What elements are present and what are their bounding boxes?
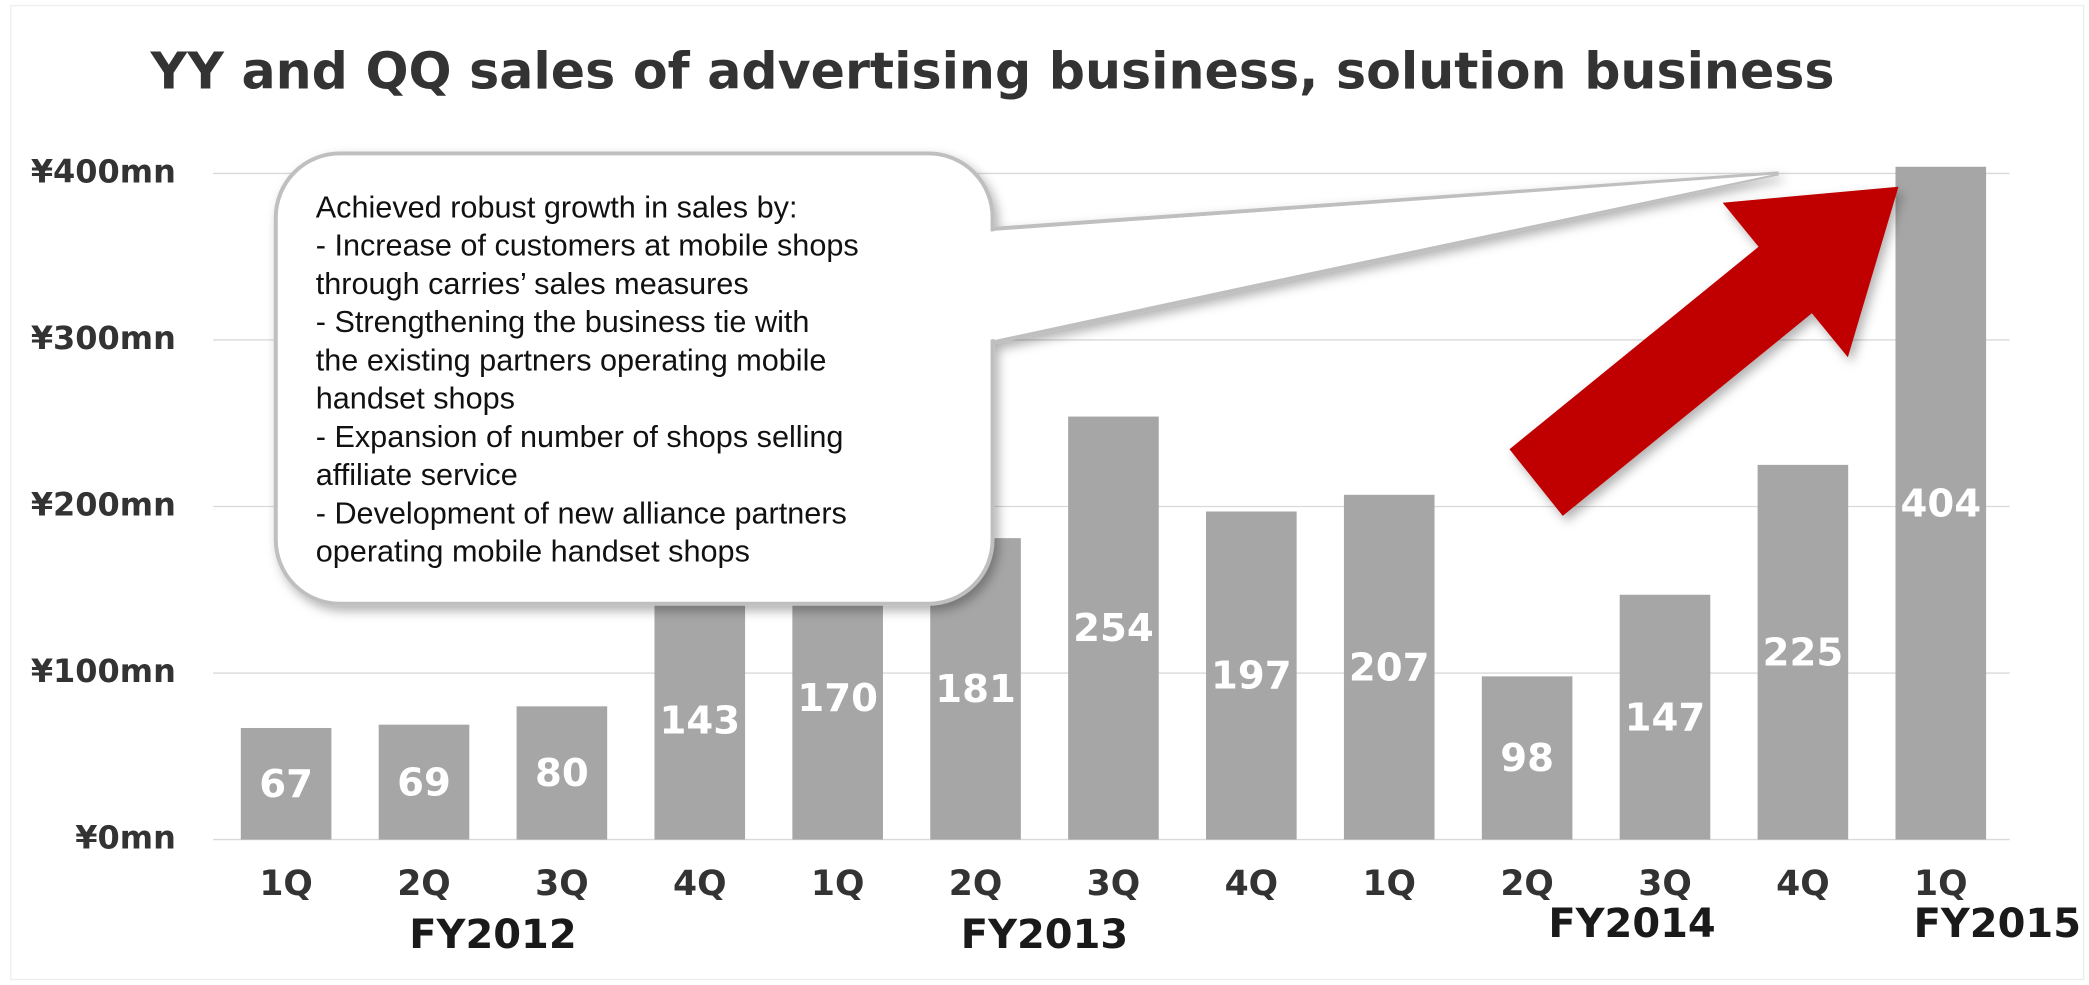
callout-line: Achieved robust growth in sales by: xyxy=(316,190,798,224)
x-tick-label: 2Q xyxy=(949,864,1003,904)
callout-box xyxy=(273,151,995,606)
y-tick-label: ¥400mn xyxy=(31,152,176,190)
value-label: 404 xyxy=(1900,481,1981,526)
bar xyxy=(654,601,746,840)
callout xyxy=(273,151,1780,606)
bars: 1Q 67 2Q 69 3Q 80 4Q 143 1Q 170 2Q 181 3Q 254 4Q 197 1Q 2… xyxy=(240,166,2081,958)
value-label: 67 xyxy=(259,762,313,807)
value-label: 147 xyxy=(1625,695,1706,740)
callout-line: through carries’ sales measures xyxy=(316,267,749,301)
value-label: 170 xyxy=(797,676,878,721)
group-label: FY2012 xyxy=(409,912,576,958)
callout-line: the existing partners operating mobile xyxy=(316,343,827,377)
value-label: 98 xyxy=(1500,736,1554,781)
value-label: 69 xyxy=(397,760,451,805)
group-label: FY2013 xyxy=(961,912,1128,958)
callout-line: - Increase of customers at mobile shops xyxy=(316,229,859,263)
x-tick-label: 2Q xyxy=(1500,864,1554,904)
callout-line: affiliate service xyxy=(316,458,518,492)
x-tick-label: 4Q xyxy=(1776,864,1830,904)
bar xyxy=(1619,594,1711,840)
value-label: 207 xyxy=(1349,645,1430,690)
y-tick-label: ¥300mn xyxy=(31,319,176,357)
bar xyxy=(1206,511,1297,840)
x-tick-label: 1Q xyxy=(811,864,865,904)
x-tick-label: 1Q xyxy=(1914,864,1968,904)
callout-line: handset shops xyxy=(316,382,515,416)
bar xyxy=(1481,676,1573,840)
bar xyxy=(1343,494,1435,840)
callout-line: operating mobile handset shops xyxy=(316,535,750,569)
bar xyxy=(378,724,470,840)
bar xyxy=(1895,166,1987,840)
value-label: 197 xyxy=(1211,654,1292,699)
x-tick-label: 3Q xyxy=(1638,864,1692,904)
grid: ¥0mn ¥100mn ¥200mn ¥300mn ¥400mn xyxy=(31,152,2010,857)
x-tick-label: 1Q xyxy=(259,864,313,904)
y-tick-label: ¥100mn xyxy=(31,652,176,690)
x-tick-label: 3Q xyxy=(1087,864,1141,904)
group-label: FY2014 xyxy=(1548,901,1715,947)
bar xyxy=(240,727,332,840)
bar xyxy=(1068,416,1159,840)
bar xyxy=(1757,464,1849,840)
growth-arrow xyxy=(1509,186,1899,516)
x-tick-label: 2Q xyxy=(397,864,451,904)
bar xyxy=(516,706,608,840)
x-tick-label: 4Q xyxy=(673,864,727,904)
y-tick-label: ¥200mn xyxy=(31,485,176,523)
callout-line: - Development of new alliance partners xyxy=(316,496,847,530)
value-label: 254 xyxy=(1073,606,1154,651)
x-tick-label: 1Q xyxy=(1362,864,1416,904)
value-label: 80 xyxy=(535,751,589,796)
callout-line: - Strengthening the business tie with xyxy=(316,305,810,339)
value-label: 225 xyxy=(1763,630,1844,675)
value-label: 181 xyxy=(935,667,1016,712)
y-tick-label: ¥0mn xyxy=(75,819,176,857)
callout-pointer-fill xyxy=(983,174,1772,342)
group-label: FY2015 xyxy=(1914,901,2081,947)
x-tick-label: 4Q xyxy=(1225,864,1279,904)
callout-line: - Expansion of number of shops selling xyxy=(316,420,844,454)
chart-title: YY and QQ sales of advertising business,… xyxy=(150,41,1835,100)
callout-text: Achieved robust growth in sales by: - Inc… xyxy=(316,190,859,568)
x-tick-label: 3Q xyxy=(535,864,589,904)
value-label: 143 xyxy=(659,699,740,744)
